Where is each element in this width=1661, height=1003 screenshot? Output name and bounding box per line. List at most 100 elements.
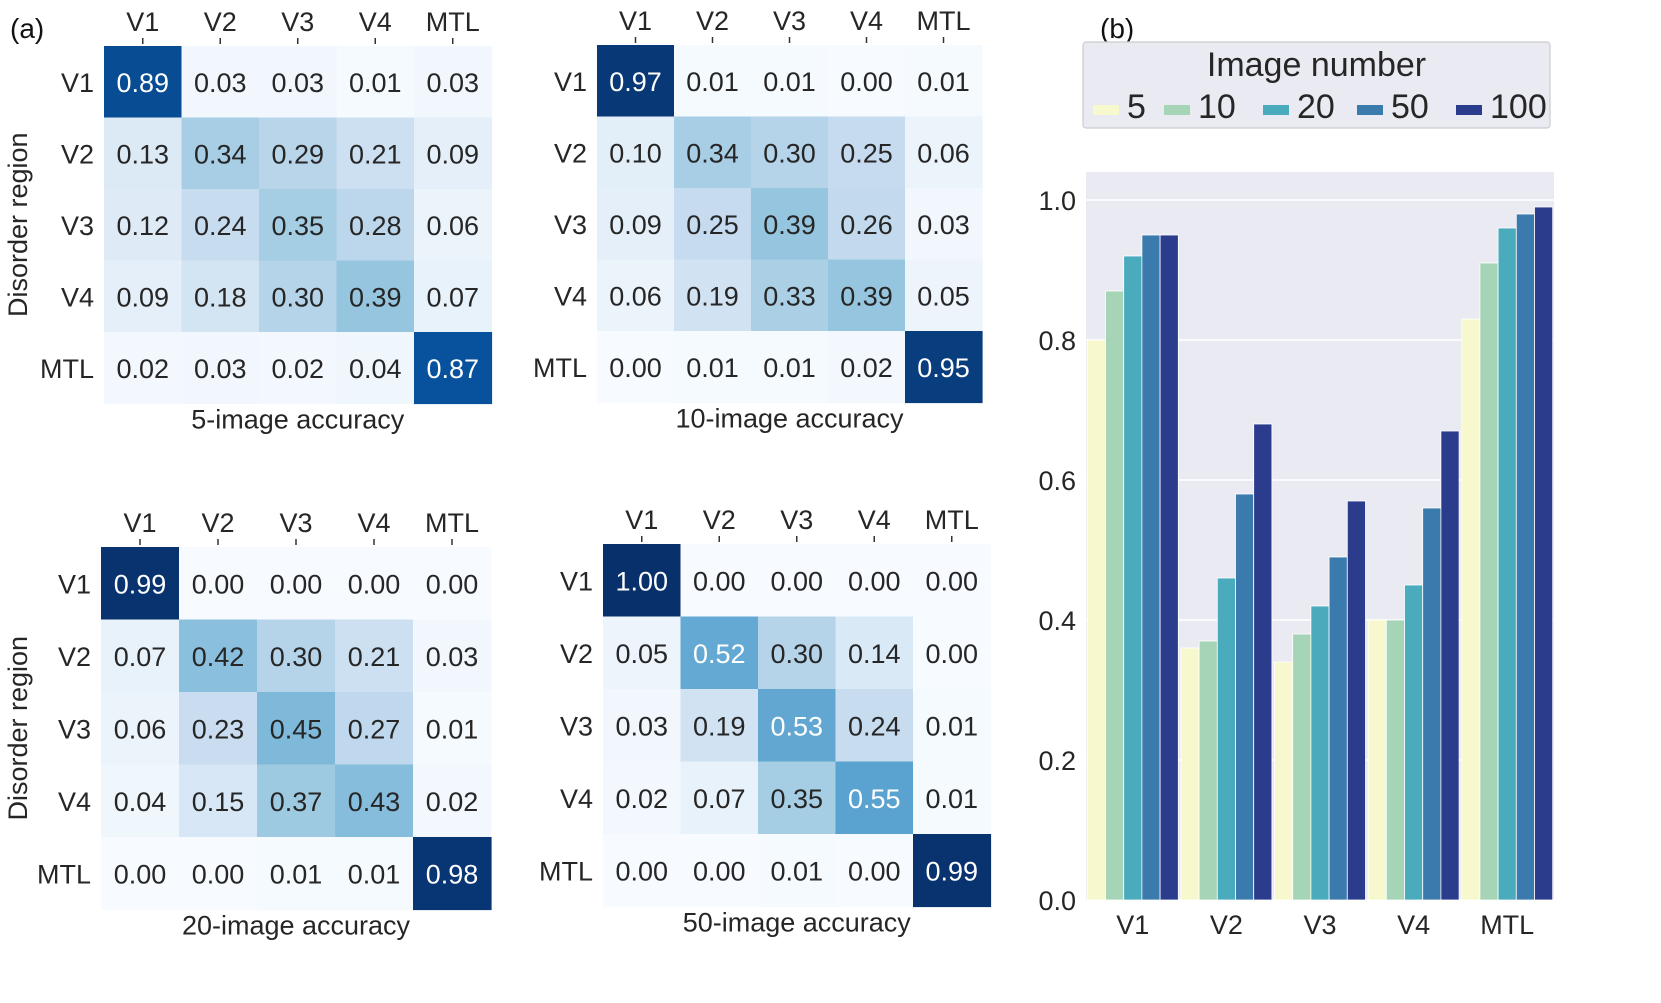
bar	[1479, 262, 1499, 901]
heatmap-cell-label: 0.00	[693, 856, 746, 886]
x-tick-label: V2	[703, 505, 736, 535]
heatmap-cell	[835, 616, 914, 690]
bar	[1367, 619, 1387, 901]
heatmap-cell	[413, 547, 492, 621]
heatmap-cell-label: 0.21	[348, 642, 401, 672]
heatmap-cell-label: 0.19	[686, 281, 739, 311]
y-tick-label: V4	[58, 787, 91, 817]
bar	[1346, 500, 1366, 901]
heatmap-cell-label: 0.00	[693, 566, 746, 596]
x-tick-label: MTL	[1480, 910, 1534, 940]
heatmap-cell	[905, 116, 983, 189]
heatmap-cell	[905, 188, 983, 261]
heatmap-cell	[259, 46, 338, 119]
heatmap-cell-label: 0.07	[693, 784, 746, 814]
heatmap-cell-label: 0.34	[686, 138, 739, 168]
heatmap-cell	[336, 117, 415, 190]
heatmap-cell	[259, 260, 338, 333]
heatmap-title: 10-image accuracy	[675, 404, 904, 434]
heatmap-cell-label: 0.06	[609, 281, 662, 311]
heatmap-cell-label: 0.09	[426, 139, 479, 169]
heatmap-cell	[335, 692, 414, 766]
heatmap-cell	[259, 332, 338, 405]
heatmap-cell	[828, 331, 906, 404]
heatmap-cell	[414, 189, 493, 262]
heatmap-cell	[181, 46, 260, 119]
heatmap-cell-label: 1.00	[615, 566, 668, 596]
y-tick-label: V1	[61, 68, 94, 98]
heatmap-cell	[104, 117, 183, 190]
heatmap-cell-label: 0.05	[917, 281, 970, 311]
heatmap-cell	[179, 764, 258, 838]
heatmap-cell-label: 0.26	[840, 210, 893, 240]
legend-box	[1082, 41, 1551, 129]
heatmap-cell-label: 0.21	[349, 139, 402, 169]
heatmap-cell-label: 0.95	[917, 353, 970, 383]
x-tick-label: V1	[126, 7, 159, 37]
heatmap-cell-label: 0.01	[770, 856, 823, 886]
heatmap-cell	[259, 117, 338, 190]
heatmap-cell-label: 0.00	[615, 856, 668, 886]
heatmap-cell-label: 0.05	[615, 639, 668, 669]
heatmap-cell-label: 0.24	[848, 711, 901, 741]
heatmap-cell-label: 0.19	[693, 711, 746, 741]
heatmap-cell-label: 0.30	[770, 639, 823, 669]
heatmap-cell-label: 0.18	[194, 282, 247, 312]
heatmap-cell	[603, 689, 682, 763]
x-tick-label: MTL	[917, 6, 971, 36]
heatmap-cell-label: 0.99	[114, 569, 167, 599]
heatmap-cell-label: 0.07	[114, 642, 167, 672]
heatmap-cell	[181, 332, 260, 405]
heatmap-cell-label: 0.00	[925, 639, 978, 669]
heatmap-cell-label: 0.97	[609, 67, 662, 97]
bar	[1461, 318, 1481, 901]
heatmap-cell	[913, 834, 992, 908]
legend-swatch	[1164, 105, 1190, 115]
heatmap-cell	[828, 45, 906, 118]
x-tick-label: V2	[201, 508, 234, 538]
heatmap-title: 20-image accuracy	[182, 911, 411, 941]
heatmap-cell	[603, 761, 682, 835]
heatmap-cell-label: 0.02	[271, 354, 324, 384]
heatmap-cell-label: 0.04	[349, 354, 402, 384]
heatmap-cell-label: 0.25	[686, 210, 739, 240]
heatmap-cell	[828, 116, 906, 189]
bar	[1310, 605, 1330, 901]
heatmap-cell	[680, 761, 759, 835]
x-tick-label: V1	[1116, 910, 1149, 940]
heatmap-cell	[597, 259, 675, 332]
x-tick-label: V4	[858, 505, 891, 535]
heatmap-cell-label: 0.30	[763, 138, 816, 168]
heatmap-cell-label: 0.87	[426, 354, 479, 384]
x-tick-label: V3	[281, 7, 314, 37]
heatmap-cell-label: 0.03	[917, 210, 970, 240]
heatmap-cell-label: 0.01	[348, 859, 401, 889]
bar	[1235, 493, 1255, 901]
legend-label: 10	[1198, 88, 1236, 126]
heatmap-cell-label: 0.06	[917, 138, 970, 168]
heatmap-cell-label: 0.30	[270, 642, 323, 672]
heatmap-cell-label: 0.00	[848, 856, 901, 886]
bar	[1385, 619, 1405, 901]
heatmap-cell-label: 0.35	[271, 211, 324, 241]
bar	[1497, 227, 1517, 901]
bar	[1086, 339, 1106, 901]
heatmap-cell-label: 0.39	[763, 210, 816, 240]
heatmap-cell	[835, 761, 914, 835]
heatmap-cell-label: 0.03	[271, 68, 324, 98]
panel-label-a: (a)	[10, 13, 44, 44]
heatmap-cell-label: 0.30	[271, 282, 324, 312]
heatmap-cell	[336, 260, 415, 333]
heatmap-5-image: 0.89 0.03 0.03 0.01 0.03 0.13 0.34 0.29 0.21 0.09…	[3, 7, 493, 435]
panel-label-b: (b)	[1100, 13, 1134, 44]
heatmap-cell	[257, 547, 336, 621]
y-tick-label: V4	[560, 784, 593, 814]
heatmap-cell	[758, 761, 837, 835]
bar-chart-accuracy: 0.0 0.2 0.4 0.6 0.8 1.0 V1 V2 V3 V4 MTL Image numbe…	[1038, 41, 1554, 940]
y-tick-label: V3	[554, 210, 587, 240]
heatmap-cell	[835, 834, 914, 908]
x-tick-label: MTL	[426, 7, 480, 37]
bar	[1292, 633, 1312, 901]
heatmap-cell	[257, 837, 336, 911]
heatmap-cell	[751, 188, 829, 261]
